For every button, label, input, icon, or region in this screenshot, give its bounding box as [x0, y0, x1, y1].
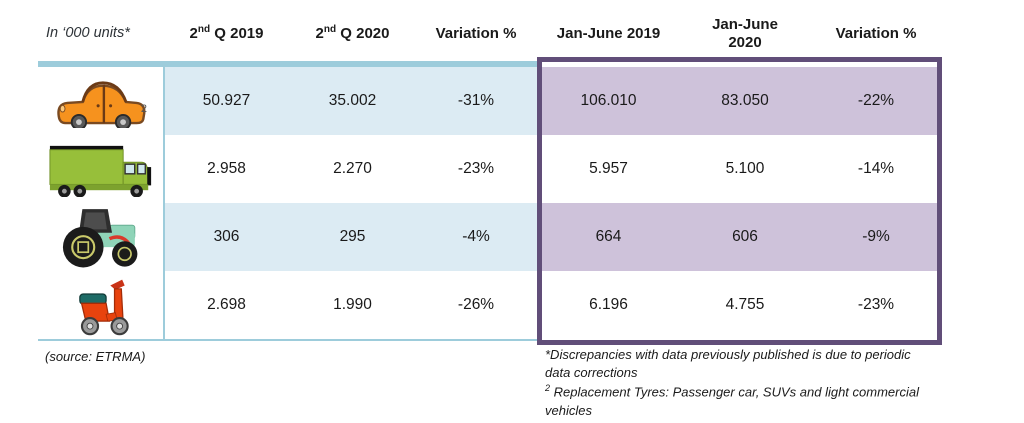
cell-scooter-q2-2020: 1.990 — [333, 296, 372, 313]
footnote-discrepancies: *Discrepancies with data previously publ… — [545, 347, 911, 381]
cell-car-q2-2019: 50.927 — [163, 67, 290, 135]
column-header-text: Variation % — [435, 24, 517, 42]
table-rows: 2 50.927 35.002 -31% 106.010 83.050 -22% — [38, 67, 942, 339]
cell-scooter-janjune-2019: 6.196 — [589, 296, 628, 313]
cell-car-janjune-2019: 106.010 — [537, 67, 680, 135]
column-header-text: 2 — [315, 25, 324, 43]
table-row-passenger-car-icon-cell: 2 — [38, 67, 163, 135]
cell-truck-q2-2020: 2.270 — [333, 160, 372, 177]
table-header-row: In ‘000 units* 2nd Q 2019 2nd Q 2020 Var… — [38, 6, 942, 61]
teal-top-border — [38, 61, 537, 67]
footnote-replacement-tyres-text: Replacement Tyres: Passenger car, SUVs a… — [545, 384, 919, 418]
footnote-ref-2: 2 — [545, 383, 551, 394]
footnotes: *Discrepancies with data previously publ… — [545, 346, 930, 420]
table-row-scooter-icon-cell — [38, 271, 163, 339]
car-footnote-ref: 2 — [140, 103, 147, 115]
cell-scooter-q2-2019: 2.698 — [207, 296, 246, 313]
scooter-icon — [78, 279, 129, 336]
column-header-variation-q: Variation % — [415, 25, 537, 42]
source-note: (source: ETRMA) — [45, 349, 146, 364]
tractor-icon — [62, 209, 137, 268]
cell-scooter-janjune-2020: 4.755 — [725, 296, 765, 313]
table-row-truck-icon-cell — [38, 135, 163, 203]
column-header-q2-2020: 2nd Q 2020 — [290, 24, 415, 42]
column-header-text: 2 — [189, 25, 198, 43]
table-body: 2 50.927 35.002 -31% 106.010 83.050 -22% — [38, 57, 942, 345]
unit-label: In ‘000 units* — [46, 25, 130, 42]
cell-scooter-variation-halfyear: -23% — [857, 296, 895, 313]
cell-car-variation-halfyear: -22% — [810, 67, 942, 135]
footnote-replacement-tyres: 2 Replacement Tyres: Passenger car, SUVs… — [545, 382, 930, 420]
cell-car-janjune-2020: 83.050 — [680, 67, 810, 135]
column-header-janjune-2019: Jan-June 2019 — [537, 25, 680, 42]
column-header-text: Variation % — [835, 24, 917, 42]
passenger-car-icon — [56, 81, 145, 128]
column-header-variation-halfyear: Variation % — [810, 25, 942, 42]
cell-truck-variation-halfyear: -14% — [857, 160, 895, 177]
cell-tractor-janjune-2019: 664 — [537, 203, 680, 271]
cell-car-variation-q: -31% — [415, 67, 537, 135]
teal-bottom-border — [38, 339, 537, 341]
cell-tractor-q2-2020: 295 — [290, 203, 415, 271]
cell-tractor-variation-q: -4% — [415, 203, 537, 271]
tyre-sales-table: In ‘000 units* 2nd Q 2019 2nd Q 2020 Var… — [38, 6, 942, 345]
truck-icon — [48, 145, 151, 197]
cell-tractor-variation-halfyear: -9% — [810, 203, 942, 271]
column-header-text: Q 2020 — [336, 25, 390, 43]
icon-column-divider — [163, 61, 165, 341]
cell-tractor-q2-2019: 306 — [163, 203, 290, 271]
column-header-text: Q 2019 — [210, 25, 264, 43]
cell-truck-janjune-2019: 5.957 — [589, 160, 628, 177]
cell-scooter-variation-q: -26% — [457, 296, 495, 313]
column-header-text: Jan-June 2019 — [556, 24, 661, 42]
column-header-text: Jan-June 2020 — [712, 16, 778, 51]
cell-car-q2-2020: 35.002 — [290, 67, 415, 135]
cell-truck-variation-q: -23% — [457, 160, 495, 177]
column-header-janjune-2020: Jan-June 2020 — [680, 16, 810, 51]
column-header-q2-2019: 2nd Q 2019 — [163, 24, 290, 42]
cell-truck-janjune-2020: 5.100 — [725, 160, 765, 177]
cell-truck-q2-2019: 2.958 — [207, 160, 246, 177]
table-row-tractor-icon-cell — [38, 203, 163, 271]
cell-tractor-janjune-2020: 606 — [680, 203, 810, 271]
column-header-sup: nd — [323, 24, 337, 36]
column-header-sup: nd — [197, 24, 211, 36]
